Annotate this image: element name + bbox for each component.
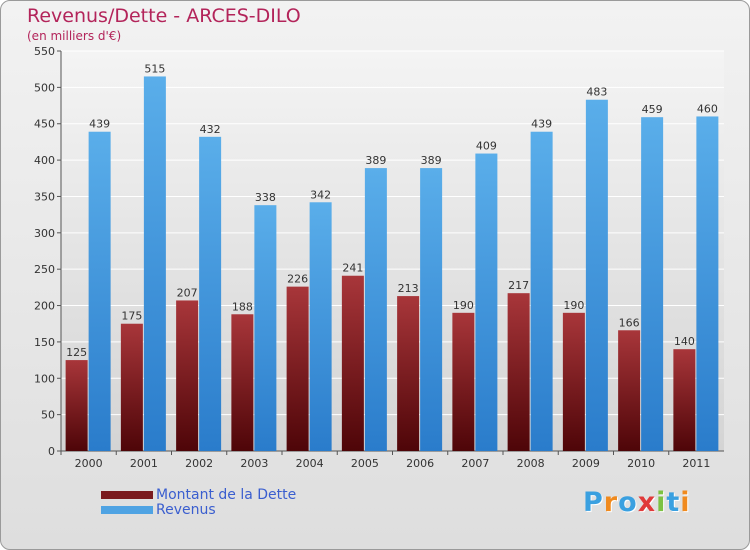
logo-letter: o: [618, 487, 638, 518]
data-label-revenue: 439: [89, 118, 110, 131]
data-label-revenue: 459: [642, 103, 663, 116]
x-tick-label: 2004: [296, 457, 324, 470]
data-label-revenue: 389: [421, 154, 442, 167]
y-tick-label: 250: [34, 263, 55, 276]
bar-debt: [286, 286, 309, 451]
proxiti-logo: Proxiti: [583, 487, 691, 518]
x-tick-label: 2005: [351, 457, 379, 470]
bar-debt: [673, 349, 696, 451]
y-tick-label: 100: [34, 372, 55, 385]
bar-debt: [562, 312, 585, 451]
bar-revenue: [641, 117, 664, 451]
data-label-revenue: 409: [476, 140, 497, 153]
bar-revenue: [530, 131, 553, 451]
data-label-revenue: 483: [586, 86, 607, 99]
data-label-revenue: 432: [200, 123, 221, 136]
bar-revenue: [199, 136, 222, 451]
y-tick-label: 0: [48, 445, 55, 458]
bar-revenue: [309, 202, 332, 451]
x-tick-label: 2000: [75, 457, 103, 470]
bar-debt: [618, 330, 641, 451]
data-label-debt: 190: [563, 299, 584, 312]
legend-label-revenue: Revenus: [156, 501, 216, 518]
data-label-debt: 175: [121, 310, 142, 323]
bar-revenue: [254, 205, 277, 451]
bar-revenue: [88, 131, 111, 451]
bar-revenue: [420, 168, 443, 451]
y-tick-label: 50: [41, 409, 55, 422]
data-label-revenue: 338: [255, 191, 276, 204]
legend-label-debt: Montant de la Dette: [156, 486, 297, 503]
y-tick-label: 450: [34, 118, 55, 131]
bar-debt: [176, 300, 199, 451]
data-label-revenue: 342: [310, 188, 331, 201]
legend-item-debt: Montant de la Dette: [101, 486, 297, 503]
chart-title: Revenus/Dette - ARCES-DILO: [27, 5, 301, 27]
bar-debt: [507, 293, 530, 451]
data-label-debt: 207: [177, 286, 198, 299]
data-label-debt: 190: [453, 299, 474, 312]
y-tick-label: 200: [34, 300, 55, 313]
x-tick-label: 2006: [406, 457, 434, 470]
bar-revenue: [475, 153, 498, 451]
legend: Montant de la Dette Revenus: [101, 486, 297, 518]
x-tick-label: 2007: [461, 457, 489, 470]
x-tick-label: 2002: [185, 457, 213, 470]
bar-debt: [65, 360, 88, 451]
data-label-debt: 213: [398, 282, 419, 295]
y-tick-label: 300: [34, 227, 55, 240]
y-tick-label: 400: [34, 154, 55, 167]
data-label-revenue: 515: [144, 62, 165, 75]
data-label-debt: 226: [287, 273, 308, 286]
bar-debt: [341, 275, 364, 451]
y-tick-label: 350: [34, 190, 55, 203]
x-tick-label: 2001: [130, 457, 158, 470]
bar-debt: [452, 312, 475, 451]
logo-letter: r: [603, 487, 619, 518]
logo-letter: i: [656, 487, 667, 518]
logo-letter: t: [666, 487, 681, 518]
data-label-revenue: 439: [531, 118, 552, 131]
legend-swatch-revenue: [101, 505, 153, 514]
bar-debt: [231, 314, 254, 451]
plot-area: [61, 51, 724, 451]
y-tick-label: 500: [34, 81, 55, 94]
bar-revenue: [696, 116, 719, 452]
data-label-debt: 241: [342, 262, 363, 275]
x-tick-label: 2009: [572, 457, 600, 470]
bar-revenue: [364, 168, 387, 451]
logo-letter: P: [583, 487, 604, 518]
data-label-revenue: 389: [365, 154, 386, 167]
x-tick-label: 2003: [240, 457, 268, 470]
x-tick-label: 2010: [627, 457, 655, 470]
bar-debt: [397, 296, 420, 451]
data-label-debt: 217: [508, 279, 529, 292]
logo-letter: x: [637, 487, 657, 518]
chart-subtitle: (en milliers d'€): [27, 29, 122, 43]
x-tick-label: 2011: [682, 457, 710, 470]
bar-revenue: [585, 99, 608, 452]
y-tick-label: 150: [34, 336, 55, 349]
data-label-debt: 125: [66, 346, 87, 359]
data-label-debt: 166: [619, 316, 640, 329]
logo-letter: i: [680, 487, 691, 518]
legend-swatch-debt: [101, 490, 153, 499]
x-tick-label: 2008: [517, 457, 545, 470]
bar-revenue: [143, 76, 166, 452]
data-label-debt: 188: [232, 300, 253, 313]
legend-item-revenue: Revenus: [101, 501, 296, 518]
data-label-revenue: 460: [697, 102, 718, 115]
bar-debt: [120, 323, 143, 451]
data-label-debt: 140: [674, 335, 695, 348]
y-tick-label: 550: [34, 45, 55, 58]
